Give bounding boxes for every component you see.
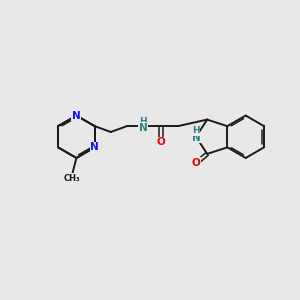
Text: H: H [192, 126, 200, 135]
Text: O: O [156, 137, 165, 147]
Text: N: N [139, 123, 147, 133]
Text: N: N [90, 142, 99, 152]
Text: CH₃: CH₃ [64, 174, 80, 183]
Text: O: O [192, 158, 201, 168]
Text: N: N [192, 133, 200, 142]
Text: N: N [72, 110, 81, 121]
Text: H: H [139, 117, 146, 126]
